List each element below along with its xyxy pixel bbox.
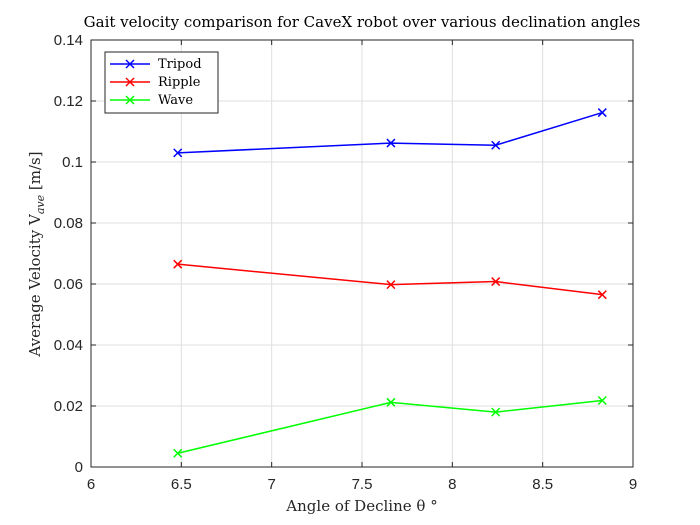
y-tick-label: 0.02 [54,398,83,415]
tick-layer: 6 6.5 7 7.5 8 8.5 9 0 0.02 0.04 0.06 0.08 0.1 0.12 0.1… [54,32,637,493]
data-point-ripple [173,259,183,269]
data-point-tripod [386,138,396,148]
data-point-ripple [491,277,501,287]
data-point-ripple-stroke-b [491,277,501,287]
series-line-wave [177,399,603,455]
legend-label-wave: Wave [158,93,193,108]
data-point-tripod-stroke-b [173,148,183,158]
data-point-ripple [386,280,396,290]
y-tick-label: 0.14 [54,32,83,49]
x-tick-label: 8.5 [532,476,553,493]
legend-label-ripple: Ripple [158,75,201,90]
data-point-tripod [597,108,607,118]
legend: Tripod Ripple Wave [104,51,219,114]
data-point-tripod-stroke-b [597,108,607,118]
y-axis-label: Average Velocity Vave [m/s] [26,151,47,357]
x-tick-label: 7 [267,476,275,493]
y-tick-label: 0 [75,459,83,476]
y-tick-label: 0.04 [54,337,83,354]
series-layer [173,108,607,458]
legend-marker-ripple [125,77,135,87]
data-point-tripod-stroke-b [491,140,501,150]
x-tick-label: 6 [87,476,95,493]
data-point-wave-stroke-b [386,397,396,407]
x-tick-label: 7.5 [352,476,373,493]
y-axis-label-subscript: ave [34,194,47,214]
legend-marker-ripple-stroke-b [125,77,135,87]
x-tick-label: 8 [448,476,456,493]
data-point-tripod [491,140,501,150]
data-point-ripple [597,290,607,300]
data-point-tripod-stroke-b [386,138,396,148]
data-point-wave [386,397,396,407]
data-point-wave [597,395,607,406]
series-line-tripod [177,111,603,154]
chart-title: Gait velocity comparison for CaveX robot… [84,13,641,31]
y-axis-label-unit: [m/s] [26,151,44,194]
data-point-wave [173,448,183,458]
data-point-wave [491,407,501,417]
legend-label-tripod: Tripod [158,57,202,72]
data-point-ripple-stroke-b [173,259,183,269]
legend-marker-wave-stroke-b [125,95,135,105]
data-point-wave-stroke-b [173,448,183,458]
y-tick-label: 0.06 [54,276,83,293]
data-point-tripod [173,148,183,158]
x-tick-label: 6.5 [171,476,192,493]
legend-marker-tripod-stroke-b [125,59,135,69]
data-point-ripple-stroke-b [386,280,396,290]
x-tick-label: 9 [629,476,637,493]
y-axis-label-main: Average Velocity V [26,213,44,358]
data-point-ripple-stroke-b [597,290,607,300]
series-line-ripple [177,263,603,296]
legend-marker-tripod [125,59,135,69]
y-tick-label: 0.08 [54,215,83,232]
x-axis-label: Angle of Decline θ ° [285,497,437,515]
y-tick-label: 0.1 [62,154,83,171]
legend-marker-wave [125,95,135,105]
data-point-wave-stroke-b [491,407,501,417]
y-tick-label: 0.12 [54,93,83,110]
data-point-wave-stroke-b [597,395,607,406]
